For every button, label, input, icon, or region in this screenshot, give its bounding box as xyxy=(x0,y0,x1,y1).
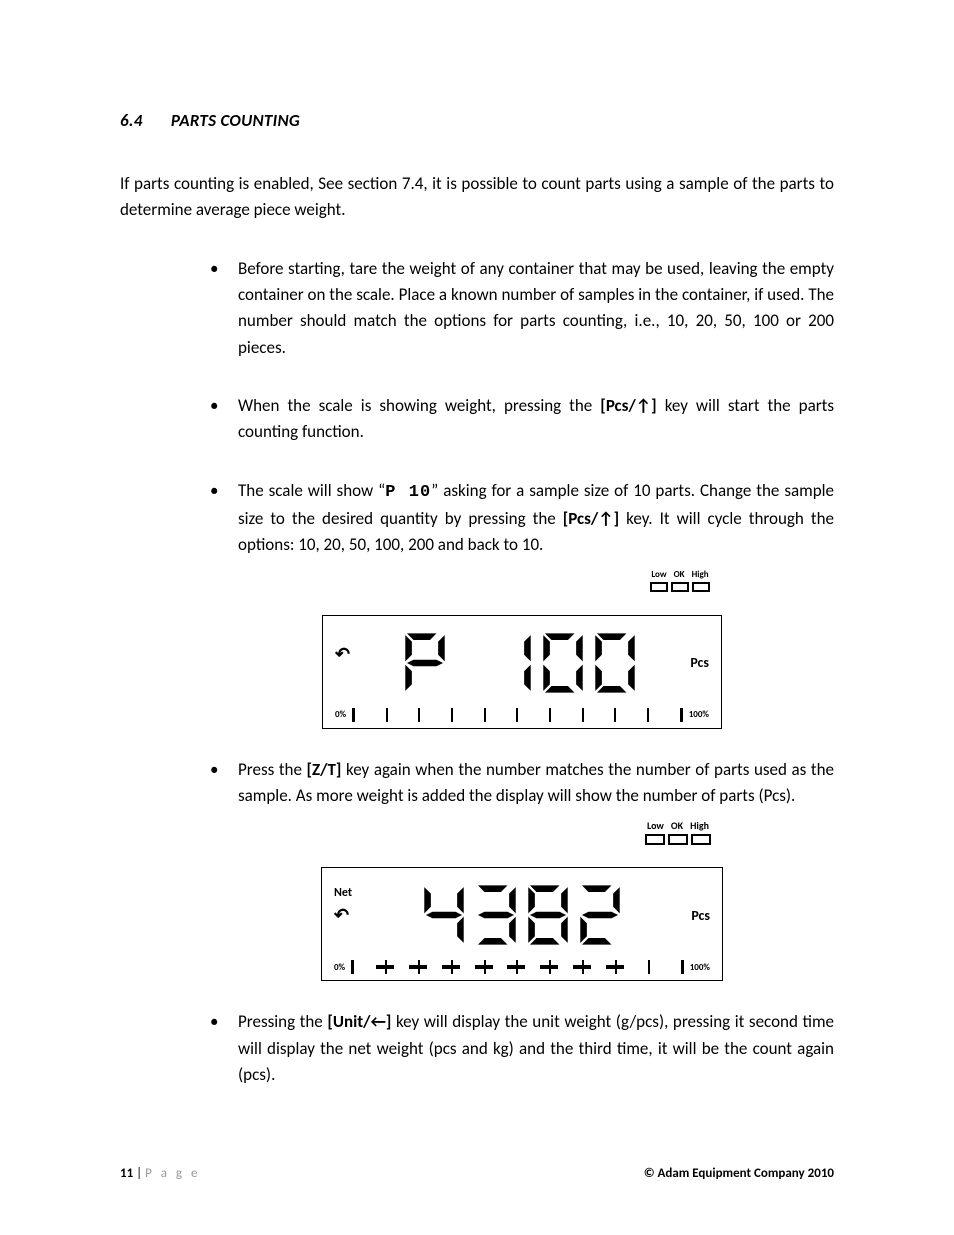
indicator-label: High xyxy=(692,569,709,580)
section-heading: 6.4 PARTS COUNTING xyxy=(120,110,834,131)
bullet-item: The scale will show “P 10” asking for a … xyxy=(210,478,834,559)
bar-tick xyxy=(516,960,518,974)
bar-left-label: 0% xyxy=(335,709,346,720)
lcd-capacity-bar: 0% 100% xyxy=(335,708,709,722)
bar-tick xyxy=(582,708,584,722)
section-title: PARTS COUNTING xyxy=(171,110,300,131)
lcd-unit-label: Pcs xyxy=(691,907,710,924)
bullet-list: Before starting, tare the weight of any … xyxy=(210,256,834,1089)
lcd-digits xyxy=(360,876,683,954)
indicator-label: High xyxy=(690,819,709,832)
key-label: [Unit/←] xyxy=(327,1011,391,1032)
bullet-text: Before starting, tare the weight of any … xyxy=(238,258,834,358)
bar-tick xyxy=(647,708,649,722)
indicator-label: OK xyxy=(674,569,685,580)
bullet-item: Before starting, tare the weight of any … xyxy=(210,256,834,361)
bar-tick xyxy=(484,960,486,974)
bar-tick xyxy=(549,960,551,974)
lcd-capacity-bar: 0% 100% xyxy=(334,960,710,974)
bar-tick xyxy=(615,960,617,974)
bar-tick xyxy=(614,708,616,722)
seven-seg-digit xyxy=(488,624,534,702)
page-number: 11 | P a g e xyxy=(120,1166,200,1181)
bullet-text: The scale will show “ xyxy=(238,480,385,501)
bullet-item: Pressing the [Unit/←] key will display t… xyxy=(210,1009,834,1088)
bullet-text: When the scale is showing weight, pressi… xyxy=(238,395,600,416)
seven-seg-digit xyxy=(525,876,571,954)
bar-tick xyxy=(680,708,683,722)
bar-tick xyxy=(582,960,584,974)
bar-tick xyxy=(648,960,650,974)
indicator-label: Low xyxy=(651,569,666,580)
bar-tick xyxy=(418,960,420,974)
seven-seg-digit xyxy=(577,876,623,954)
net-label: Net xyxy=(334,886,352,900)
bar-tick xyxy=(385,960,387,974)
bullet-text: Press the xyxy=(238,759,307,780)
bar-tick xyxy=(451,708,453,722)
lcd-panel: ↶ Pcs 0% 100% xyxy=(322,615,722,729)
stable-icon: ↶ xyxy=(335,643,350,665)
bar-tick xyxy=(549,708,551,722)
lcd-panel: Net ↶ Pcs 0% 100% xyxy=(321,867,723,981)
indicator-label: Low xyxy=(647,819,664,832)
lcd-figure-1: LowOKHigh ↶ Pcs 0% 100% xyxy=(210,591,834,729)
lcd-left-icons: ↶ xyxy=(335,643,350,665)
lcd-indicator-row: Low OK High xyxy=(650,569,710,592)
intro-paragraph: If parts counting is enabled, See sectio… xyxy=(120,171,834,224)
seven-seg-digit xyxy=(540,624,586,702)
key-label: [Pcs/↑] xyxy=(600,395,656,416)
key-label: [Z/T] xyxy=(307,759,342,780)
lcd-unit-label: Pcs xyxy=(690,654,709,671)
copyright: © Adam Equipment Company 2010 xyxy=(644,1166,834,1181)
bar-left-label: 0% xyxy=(334,962,345,973)
bar-tick xyxy=(351,960,354,974)
display-value-inline: P 10 xyxy=(385,483,431,502)
bullet-item: Press the [Z/T] key again when the numbe… xyxy=(210,757,834,810)
bullet-item: When the scale is showing weight, pressi… xyxy=(210,393,834,446)
bar-tick xyxy=(386,708,388,722)
bar-tick xyxy=(418,708,420,722)
bar-tick xyxy=(516,708,518,722)
seven-seg-digit xyxy=(421,876,467,954)
lcd-left-icons: Net ↶ xyxy=(334,886,352,926)
seven-seg-digit xyxy=(402,624,448,702)
lcd-figure-2: LowOKHigh Net ↶ Pcs 0% 100% xyxy=(210,841,834,981)
stable-icon: ↶ xyxy=(334,904,349,926)
bar-right-label: 100% xyxy=(689,709,709,720)
section-number: 6.4 xyxy=(120,110,143,131)
page-footer: 11 | P a g e © Adam Equipment Company 20… xyxy=(120,1166,834,1181)
bar-tick xyxy=(681,960,684,974)
seven-seg-digit xyxy=(592,624,638,702)
lcd-digits xyxy=(358,624,682,702)
bar-right-label: 100% xyxy=(690,962,710,973)
key-label: [Pcs/↑] xyxy=(563,508,619,529)
seven-seg-digit xyxy=(473,876,519,954)
bar-tick xyxy=(451,960,453,974)
indicator-label: OK xyxy=(671,819,683,832)
bar-tick xyxy=(352,708,355,722)
bullet-text: Pressing the xyxy=(238,1011,327,1032)
bar-tick xyxy=(484,708,486,722)
lcd-indicator-row: Low OK High xyxy=(645,819,711,845)
